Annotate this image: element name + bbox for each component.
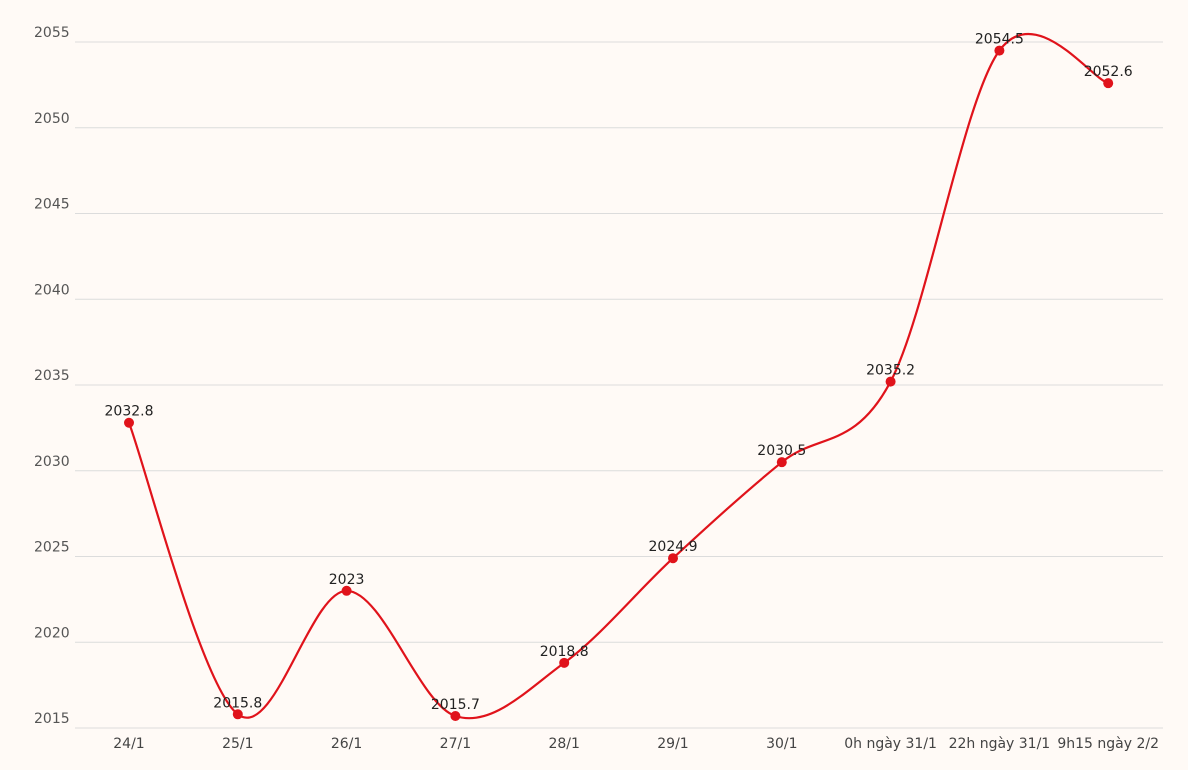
data-point (341, 585, 352, 596)
data-point (776, 457, 787, 468)
data-points (124, 45, 1114, 721)
y-axis: 2015 2020 2025 2030 2035 2040 2045 2050 2055 (34, 25, 70, 727)
x-tick-label: 27/1 (440, 736, 471, 752)
data-point (668, 553, 678, 564)
y-tick-label: 2045 (34, 197, 70, 213)
data-label: 2030.5 (757, 443, 806, 459)
series-line (127, 32, 1109, 720)
y-tick-label: 2030 (34, 454, 70, 470)
x-tick-label: 29/1 (657, 736, 688, 752)
data-label: 2052.6 (1084, 64, 1133, 80)
data-point (559, 657, 570, 668)
data-label: 2035.2 (866, 363, 915, 379)
x-tick-label: 0h ngày 31/1 (844, 736, 937, 752)
gridlines (75, 41, 1163, 729)
data-label: 2032.8 (105, 404, 154, 420)
data-label: 2015.7 (431, 697, 480, 713)
y-tick-label: 2055 (34, 25, 70, 41)
data-label: 2015.8 (213, 695, 262, 711)
data-label: 2024.9 (649, 539, 698, 555)
y-tick-label: 2025 (34, 540, 70, 556)
x-tick-label: 30/1 (766, 736, 797, 752)
data-label: 2023 (329, 572, 365, 588)
x-tick-label: 28/1 (548, 736, 579, 752)
x-tick-label: 25/1 (222, 736, 253, 752)
y-tick-label: 2050 (34, 111, 70, 127)
data-point (1103, 78, 1114, 89)
y-tick-label: 2035 (34, 368, 70, 384)
x-tick-label: 22h ngày 31/1 (949, 736, 1051, 752)
data-labels: 2032.8 2015.8 2023 2015.7 2018.8 2024.9 2030.5… (105, 32, 1133, 713)
data-label: 2018.8 (540, 644, 589, 660)
data-point (994, 45, 1005, 56)
y-tick-label: 2020 (34, 625, 70, 641)
data-point (124, 417, 134, 428)
y-tick-label: 2015 (34, 711, 70, 727)
data-point (885, 376, 896, 387)
x-tick-label: 26/1 (331, 736, 362, 752)
data-label: 2054.5 (975, 32, 1024, 48)
y-tick-label: 2040 (34, 282, 70, 298)
x-tick-label: 9h15 ngày 2/2 (1057, 736, 1159, 752)
data-point (450, 710, 461, 721)
data-point (232, 709, 243, 720)
x-axis: 24/1 25/1 26/1 27/1 28/1 29/1 30/1 0h ngày 31/1… (113, 736, 1159, 752)
x-tick-label: 24/1 (113, 736, 144, 752)
